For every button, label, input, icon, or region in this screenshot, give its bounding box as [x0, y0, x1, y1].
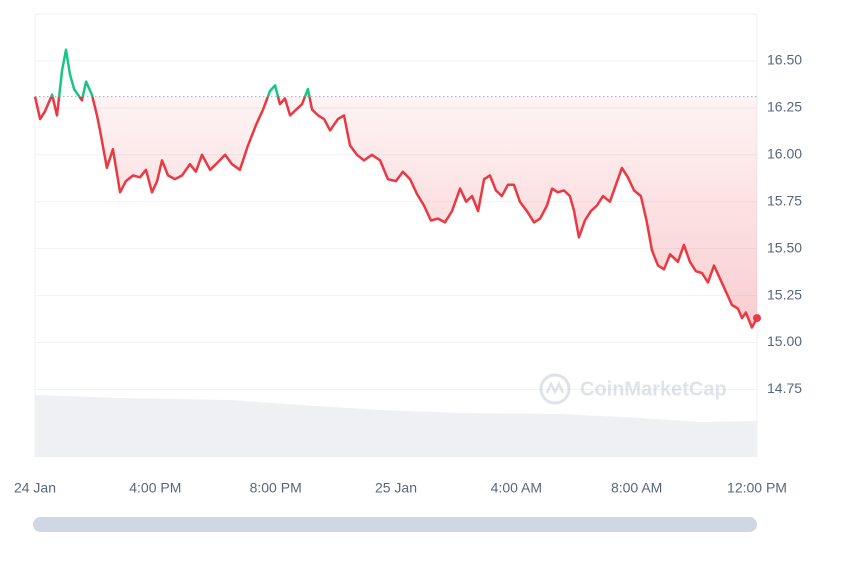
x-tick-label: 8:00 PM: [250, 480, 302, 496]
y-tick-label: 16.50: [767, 52, 802, 68]
area-fill: [35, 96, 757, 328]
watermark-text: CoinMarketCap: [580, 378, 727, 400]
x-tick-label: 25 Jan: [375, 480, 417, 496]
y-tick-label: 16.00: [767, 145, 802, 161]
price-line-down: [33, 96, 759, 329]
y-tick-label: 15.75: [767, 192, 802, 208]
x-tick-label: 8:00 AM: [611, 480, 662, 496]
x-tick-label: 4:00 PM: [129, 480, 181, 496]
y-tick-label: 15.25: [767, 286, 802, 302]
y-tick-label: 15.50: [767, 239, 802, 255]
y-tick-label: 14.75: [767, 380, 802, 396]
y-tick-label: 15.00: [767, 333, 802, 349]
plot: [33, 48, 761, 329]
last-point: [753, 314, 761, 323]
volume-area: [35, 395, 757, 457]
scrollbar[interactable]: [33, 517, 757, 532]
x-tick-label: 24 Jan: [14, 480, 56, 496]
x-tick-label: 4:00 AM: [491, 480, 542, 496]
watermark: CoinMarketCap: [539, 373, 727, 405]
x-tick-label: 12:00 PM: [727, 480, 787, 496]
y-tick-label: 16.25: [767, 99, 802, 115]
